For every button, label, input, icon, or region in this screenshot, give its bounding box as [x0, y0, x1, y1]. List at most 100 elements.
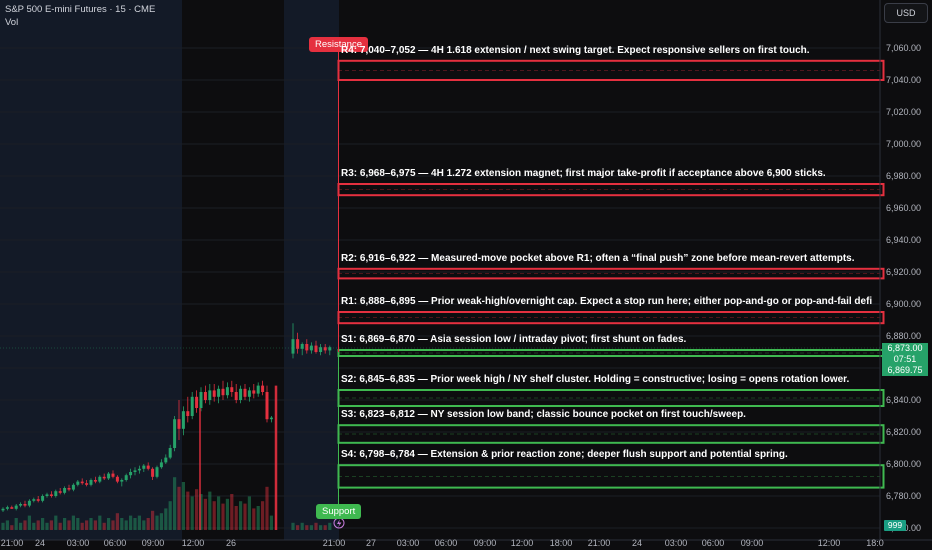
- time-tick-label: 21:00: [1, 538, 24, 548]
- candle-body: [309, 345, 313, 351]
- volume-value-tag: 999: [884, 520, 906, 531]
- candle-body: [71, 484, 75, 490]
- candle-body: [319, 347, 323, 352]
- candle-body: [269, 417, 273, 420]
- volume-bar: [129, 515, 133, 530]
- candle-body: [107, 473, 111, 479]
- candle-body: [225, 387, 229, 396]
- candle-body: [89, 480, 93, 485]
- currency-button[interactable]: USD: [884, 3, 928, 23]
- price-tick-label: 6,940.00: [886, 235, 921, 245]
- candle-body: [146, 465, 150, 469]
- volume-bar: [239, 501, 243, 530]
- time-tick-label: 06:00: [104, 538, 127, 548]
- zone-label-s3: S3: 6,823–6,812 — NY session low band; c…: [341, 409, 746, 421]
- volume-bar: [98, 515, 102, 530]
- price-tick-label: 6,960.00: [886, 203, 921, 213]
- candle-body: [85, 483, 89, 485]
- volume-bar: [256, 506, 260, 530]
- volume-indicator-label[interactable]: Vol: [5, 17, 19, 28]
- volume-bar: [151, 510, 155, 530]
- time-tick-label: 24: [632, 538, 642, 548]
- price-tick-label: 6,820.00: [886, 427, 921, 437]
- candle-body: [230, 387, 234, 392]
- volume-bar: [155, 515, 159, 530]
- candle-body: [300, 344, 304, 349]
- volume-bar: [203, 498, 207, 530]
- candle-body: [133, 470, 137, 472]
- grid: [0, 47, 880, 529]
- candle-body: [98, 476, 102, 482]
- candle-body: [151, 468, 155, 477]
- time-tick-label: 12:00: [818, 538, 841, 548]
- volume-bar: [225, 498, 229, 530]
- candle-body: [54, 491, 58, 496]
- price-tick-label: 6,980.00: [886, 171, 921, 181]
- volume-bar: [300, 522, 304, 530]
- candle-body: [328, 347, 332, 351]
- candle-body: [199, 392, 203, 408]
- volume-bar: [137, 515, 141, 530]
- candle-body: [314, 345, 318, 352]
- candle-body: [49, 494, 53, 496]
- zone-label-s2: S2: 6,845–6,835 — Prior week high / NY s…: [341, 374, 850, 385]
- candle-body: [296, 339, 300, 349]
- candle-body: [164, 457, 168, 463]
- volume-bar: [93, 520, 97, 530]
- candle-body: [265, 392, 269, 420]
- zone-label-s4: S4: 6,798–6,784 — Extension & prior reac…: [341, 449, 788, 461]
- volume-bar: [23, 520, 27, 530]
- time-tick-label: 03:00: [67, 538, 90, 548]
- candle-body: [45, 494, 49, 496]
- volume-bar: [133, 518, 137, 530]
- candle-body: [239, 388, 243, 400]
- price-tick-label: 7,020.00: [886, 107, 921, 117]
- time-tick-label: 21:00: [323, 538, 346, 548]
- session-shade-1: [0, 0, 182, 540]
- price-tick-label: 7,000.00: [886, 139, 921, 149]
- volume-bar: [319, 525, 323, 530]
- candle-body: [173, 419, 177, 448]
- candle-body: [120, 480, 124, 482]
- price-tick-label: 7,040.00: [886, 75, 921, 85]
- volume-bar: [328, 522, 332, 530]
- candle-body: [32, 499, 36, 501]
- volume-bar: [63, 518, 67, 530]
- candle-body: [243, 388, 247, 397]
- time-tick-label: 09:00: [474, 538, 497, 548]
- volume-bar: [32, 522, 36, 530]
- candle-body: [124, 475, 128, 480]
- candle-body: [19, 504, 23, 506]
- volume-bar: [247, 496, 251, 530]
- price-tick-label: 6,880.00: [886, 331, 921, 341]
- volume-bar: [142, 520, 146, 530]
- candle-body: [93, 480, 97, 482]
- volume-bar: [76, 518, 80, 530]
- volume-bar: [111, 520, 115, 530]
- candle-body: [58, 491, 62, 493]
- volume-bar: [190, 496, 194, 530]
- time-tick-label: 24: [35, 538, 45, 548]
- volume-bar: [102, 522, 106, 530]
- price-tick-label: 6,840.00: [886, 395, 921, 405]
- zone-label-s1: S1: 6,869–6,870 — Asia session low / int…: [341, 334, 687, 345]
- volume-bar: [212, 501, 216, 530]
- time-tick-label: 18:0: [866, 538, 884, 548]
- volume-bar: [85, 520, 89, 530]
- price-tick-label: 6,920.00: [886, 267, 921, 277]
- candle-body: [155, 467, 159, 477]
- candle-body: [36, 499, 40, 501]
- support-badge: Support: [316, 504, 362, 519]
- candle-body: [247, 390, 251, 397]
- candle-body: [323, 347, 327, 351]
- candle-body: [76, 481, 80, 485]
- volume-bar: [243, 503, 247, 530]
- time-tick-label: 12:00: [511, 538, 534, 548]
- volume-bar: [305, 525, 309, 530]
- volume-bar: [252, 508, 256, 530]
- volume-bar: [89, 518, 93, 530]
- zone-label-r2: R2: 6,916–6,922 — Measured-move pocket a…: [341, 252, 855, 264]
- candle-body: [10, 507, 14, 509]
- session-shade-2: [284, 0, 339, 540]
